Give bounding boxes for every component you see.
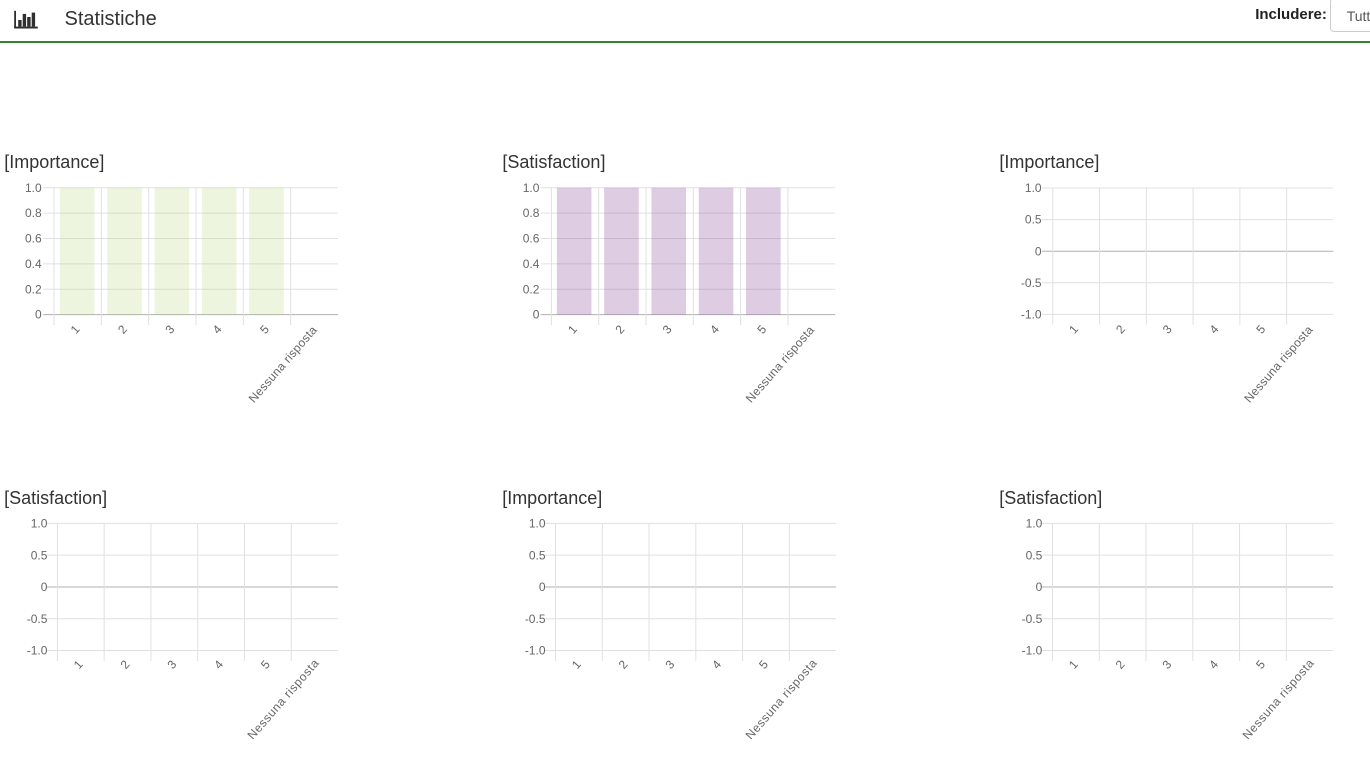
svg-text:0: 0 (539, 580, 546, 594)
svg-text:[Satisfaction]: [Satisfaction] (502, 152, 605, 172)
svg-text:1.0: 1.0 (529, 517, 546, 531)
svg-text:-0.5: -0.5 (27, 612, 48, 626)
svg-text:2: 2 (612, 322, 627, 336)
svg-text:4: 4 (709, 657, 724, 671)
svg-text:2: 2 (1113, 657, 1128, 671)
svg-text:0.8: 0.8 (523, 206, 540, 220)
svg-text:5: 5 (1253, 657, 1268, 671)
svg-text:0.4: 0.4 (25, 257, 42, 271)
svg-text:0.6: 0.6 (25, 232, 42, 246)
svg-text:-0.5: -0.5 (1022, 612, 1043, 626)
svg-text:1: 1 (1066, 657, 1081, 671)
svg-text:1: 1 (1066, 322, 1081, 336)
svg-text:1.0: 1.0 (31, 517, 48, 531)
svg-text:5: 5 (257, 322, 272, 336)
svg-text:0: 0 (533, 308, 540, 322)
svg-text:-1.0: -1.0 (27, 644, 48, 658)
svg-text:5: 5 (1253, 322, 1268, 336)
svg-text:[Importance]: [Importance] (4, 152, 104, 172)
svg-text:5: 5 (258, 657, 273, 671)
svg-text:0.5: 0.5 (1026, 548, 1043, 562)
svg-text:-1.0: -1.0 (525, 644, 546, 658)
svg-text:Nessuna risposta: Nessuna risposta (1240, 656, 1317, 742)
svg-text:-0.5: -0.5 (525, 612, 546, 626)
svg-text:1: 1 (569, 657, 584, 671)
svg-text:-1.0: -1.0 (1022, 644, 1043, 658)
svg-text:[Importance]: [Importance] (999, 152, 1099, 172)
svg-text:3: 3 (162, 322, 177, 336)
svg-text:1.0: 1.0 (1026, 517, 1043, 531)
svg-text:Nessuna risposta: Nessuna risposta (743, 656, 820, 742)
svg-text:0: 0 (1035, 244, 1042, 258)
svg-text:[Satisfaction]: [Satisfaction] (999, 488, 1102, 508)
svg-text:3: 3 (1159, 657, 1174, 671)
svg-text:Nessuna risposta: Nessuna risposta (1241, 323, 1315, 406)
svg-text:0.5: 0.5 (529, 548, 546, 562)
svg-text:2: 2 (115, 322, 130, 336)
svg-text:-1.0: -1.0 (1021, 308, 1042, 322)
svg-text:[Satisfaction]: [Satisfaction] (4, 488, 107, 508)
svg-text:0.4: 0.4 (523, 257, 540, 271)
svg-text:5: 5 (754, 322, 769, 336)
svg-text:Nessuna risposta: Nessuna risposta (743, 323, 817, 406)
svg-text:3: 3 (660, 322, 675, 336)
svg-text:0.5: 0.5 (31, 548, 48, 562)
svg-text:0: 0 (35, 308, 42, 322)
svg-text:4: 4 (1206, 657, 1221, 671)
svg-text:5: 5 (756, 657, 771, 671)
svg-text:1: 1 (68, 322, 83, 336)
svg-text:0.6: 0.6 (523, 232, 540, 246)
svg-text:0.2: 0.2 (523, 282, 540, 296)
svg-text:4: 4 (210, 322, 225, 336)
svg-text:1: 1 (71, 657, 86, 671)
svg-text:0: 0 (41, 580, 48, 594)
svg-text:0: 0 (1036, 580, 1043, 594)
svg-text:2: 2 (616, 657, 631, 671)
svg-text:3: 3 (1160, 322, 1175, 336)
svg-text:0.5: 0.5 (1025, 213, 1042, 227)
svg-text:-0.5: -0.5 (1021, 276, 1042, 290)
svg-text:4: 4 (1207, 322, 1222, 336)
svg-text:0.2: 0.2 (25, 282, 42, 296)
svg-text:2: 2 (1113, 322, 1128, 336)
svg-text:4: 4 (211, 657, 226, 671)
svg-text:3: 3 (662, 657, 677, 671)
svg-text:4: 4 (707, 322, 722, 336)
svg-text:3: 3 (164, 657, 179, 671)
svg-text:Nessuna risposta: Nessuna risposta (246, 323, 320, 406)
svg-text:Nessuna risposta: Nessuna risposta (245, 656, 322, 742)
svg-text:2: 2 (118, 657, 133, 671)
svg-text:1.0: 1.0 (1025, 181, 1042, 195)
svg-text:0.8: 0.8 (25, 206, 42, 220)
svg-text:1.0: 1.0 (523, 181, 540, 195)
svg-text:1.0: 1.0 (25, 181, 42, 195)
svg-text:1: 1 (565, 322, 580, 336)
svg-text:[Importance]: [Importance] (502, 488, 602, 508)
